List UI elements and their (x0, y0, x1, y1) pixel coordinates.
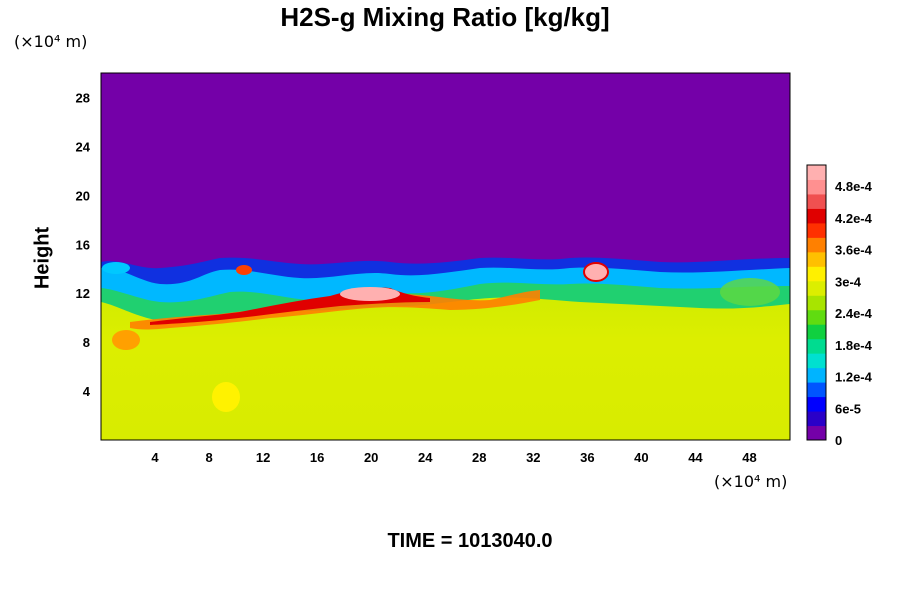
y-axis: 4 8 12 16 20 24 28 (76, 90, 91, 399)
field-blob-orange-left (112, 330, 140, 350)
x-tick-label: 20 (364, 450, 378, 465)
field-blob-cyan-left (102, 262, 130, 274)
colorbar-tick-label: 4.2e-4 (835, 211, 873, 226)
x-tick-label: 32 (526, 450, 540, 465)
plot-frame (100, 72, 791, 441)
x-tick-label: 40 (634, 450, 648, 465)
y-tick-label: 20 (76, 188, 90, 203)
colorbar-segment (807, 179, 826, 195)
y-tick-label: 16 (76, 237, 90, 252)
colorbar-segment (807, 237, 826, 253)
colorbar-frame (806, 164, 827, 441)
field-blob-red-small (236, 265, 252, 275)
colorbar-tick-label: 6e-5 (835, 401, 861, 416)
colorbar-segment (807, 309, 826, 325)
colorbar-segment (807, 193, 826, 209)
colorbar-tick-label: 1.2e-4 (835, 370, 873, 385)
y-tick-label: 4 (83, 384, 91, 399)
y-tick-label: 28 (76, 90, 90, 105)
x-tick-label: 8 (205, 450, 212, 465)
colorbar-segment (807, 425, 826, 441)
colorbar-segment (807, 251, 826, 267)
colorbar-tick-label: 3e-4 (835, 274, 862, 289)
field-blob-pink-right (583, 262, 609, 282)
colorbar-segment (807, 382, 826, 398)
colorbar-tick-label: 0 (835, 433, 842, 448)
colorbar-segment (807, 222, 826, 238)
colorbar-tick-label: 1.8e-4 (835, 338, 873, 353)
x-axis-unit-label: (×10⁴ m) (714, 472, 788, 491)
x-axis: 4 8 12 16 20 24 28 32 36 40 44 48 (151, 450, 756, 465)
x-tick-label: 36 (580, 450, 594, 465)
colorbar-segment (807, 411, 826, 427)
colorbar-segment (807, 353, 826, 369)
colorbar-segment (807, 295, 826, 311)
colorbar-segment (807, 396, 826, 412)
colorbar-segment (807, 208, 826, 224)
field-blob-green-patch (720, 278, 780, 306)
colorbar-segment (807, 367, 826, 383)
y-axis-unit-label: (×10⁴ m) (14, 32, 88, 51)
field-blob-pink-center (340, 287, 400, 301)
colorbar-tick-label: 3.6e-4 (835, 243, 873, 258)
y-tick-label: 12 (76, 286, 90, 301)
heatmap-field (101, 73, 790, 440)
time-footer: TIME = 1013040.0 (387, 530, 553, 552)
colorbar-segment (807, 165, 826, 180)
x-tick-label: 12 (256, 450, 270, 465)
field-lower-region (101, 297, 790, 440)
colorbar-segment (807, 338, 826, 354)
x-tick-label: 28 (472, 450, 486, 465)
colorbar (806, 164, 827, 441)
x-tick-label: 48 (742, 450, 756, 465)
colorbar-tick-label: 4.8e-4 (835, 179, 873, 194)
colorbar-tick-label: 2.4e-4 (835, 306, 873, 321)
colorbar-segment (807, 324, 826, 340)
y-tick-label: 8 (83, 335, 90, 350)
y-tick-label: 24 (76, 139, 91, 154)
chart-title: H2S-g Mixing Ratio [kg/kg] (280, 2, 610, 32)
colorbar-segment (807, 280, 826, 296)
field-streak-orange (130, 290, 540, 330)
x-tick-label: 44 (688, 450, 703, 465)
x-tick-label: 4 (151, 450, 159, 465)
x-tick-label: 24 (418, 450, 433, 465)
colorbar-labels: 0 6e-5 1.2e-4 1.8e-4 2.4e-4 3e-4 3.6e-4 4.2e-4 4… (835, 179, 873, 448)
field-blob-yellow (212, 382, 240, 412)
x-tick-label: 16 (310, 450, 324, 465)
colorbar-segment (807, 266, 826, 282)
